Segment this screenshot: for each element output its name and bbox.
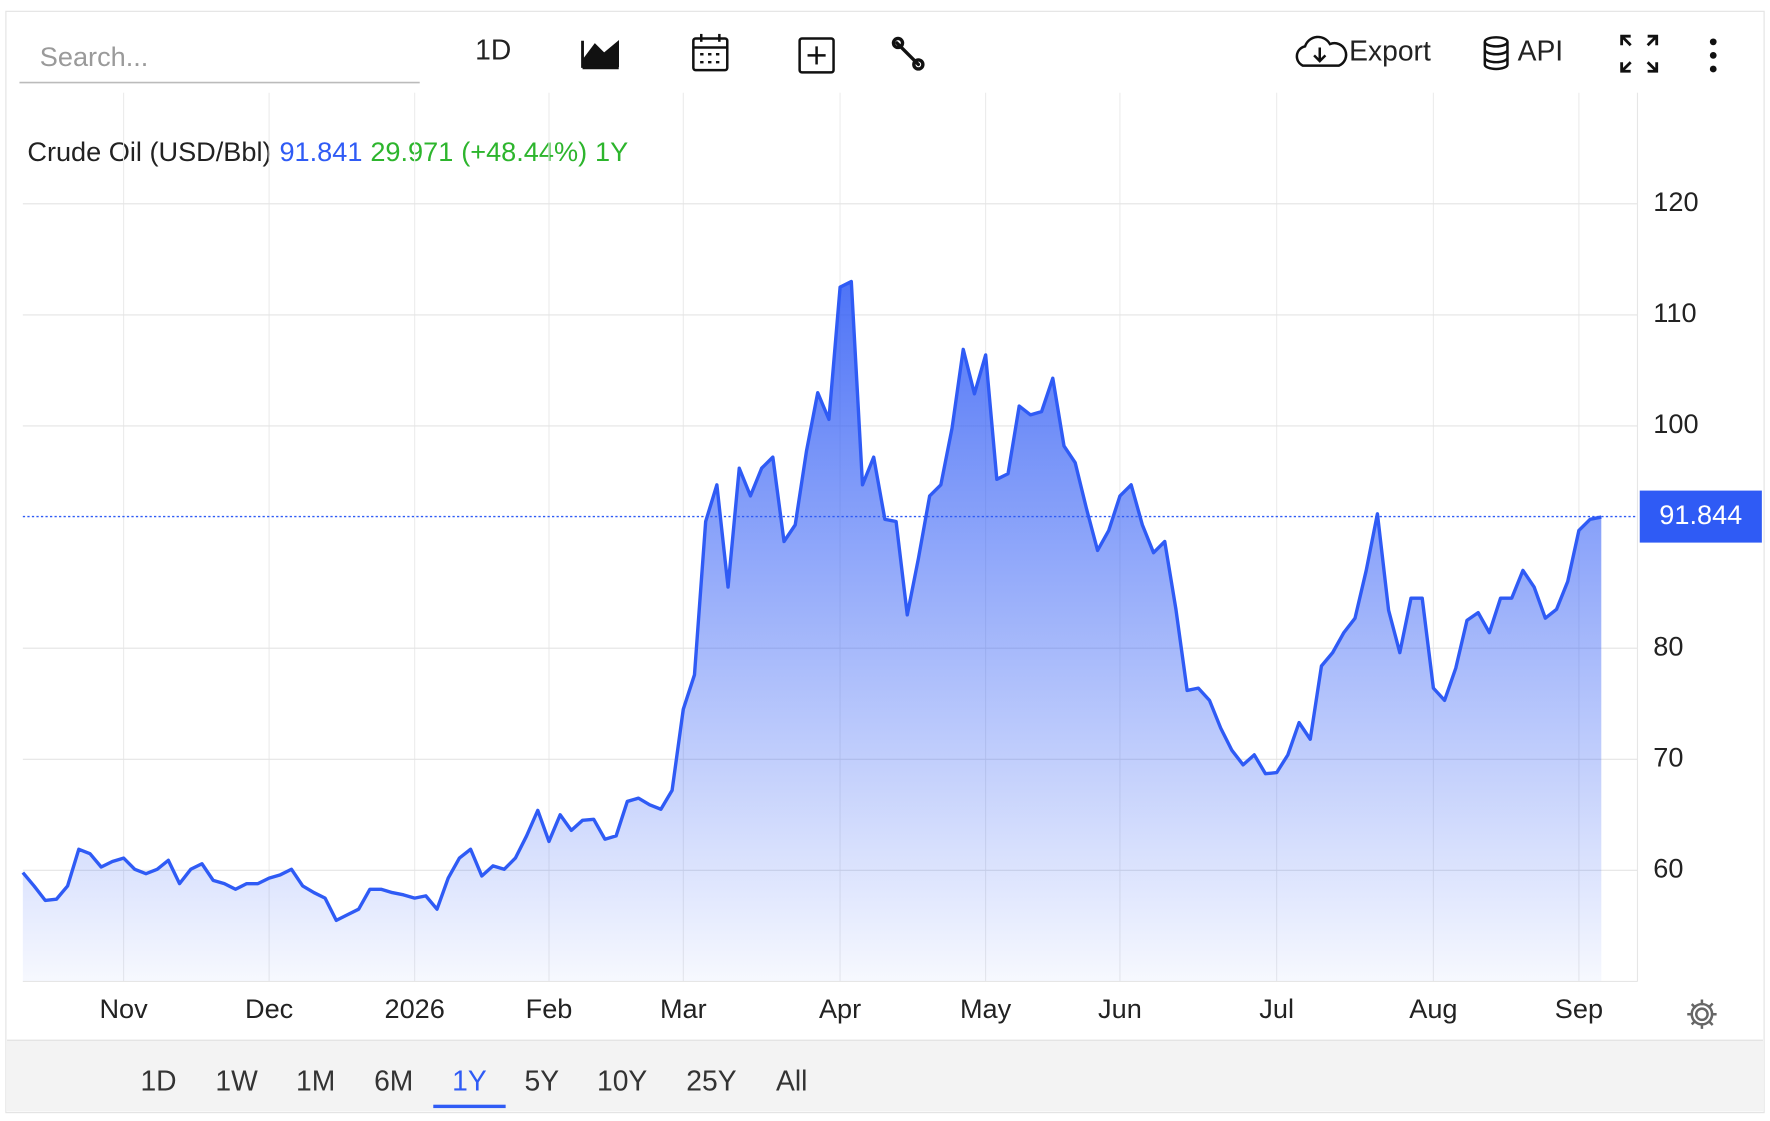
range-bar xyxy=(7,1040,1763,1112)
last-price-label: 91.844 xyxy=(1659,499,1742,530)
settings-icon[interactable] xyxy=(1687,999,1717,1029)
fullscreen-icon[interactable] xyxy=(1620,34,1659,73)
range-button[interactable]: 10Y xyxy=(597,1065,647,1097)
x-tick-label: Jun xyxy=(1098,993,1142,1024)
last-price-box xyxy=(1639,490,1762,543)
x-tick-label: Mar xyxy=(660,993,707,1024)
x-tick-label: Feb xyxy=(526,993,573,1024)
period: 1Y xyxy=(595,136,628,167)
range-button[interactable]: 5Y xyxy=(525,1065,560,1097)
search-placeholder[interactable]: Search... xyxy=(40,41,149,72)
range-button[interactable]: 1D xyxy=(140,1065,176,1097)
chart-header: Crude Oil (USD/Bbl) 91.841 29.971 (+48.44%)… xyxy=(27,136,628,167)
x-tick-label: Jul xyxy=(1259,993,1294,1024)
export-label[interactable]: Export xyxy=(1349,35,1431,67)
range-button[interactable]: 1M xyxy=(296,1065,335,1097)
x-tick-label: Aug xyxy=(1409,993,1457,1024)
range-button[interactable]: 1Y xyxy=(452,1065,487,1097)
y-tick-label: 100 xyxy=(1653,408,1698,439)
api-label[interactable]: API xyxy=(1518,35,1564,67)
x-tick-label: Dec xyxy=(245,993,293,1024)
export-button[interactable]: Export xyxy=(1295,35,1431,67)
chart-type-icon[interactable] xyxy=(581,39,620,70)
menu-icon[interactable] xyxy=(1709,38,1717,73)
chart-title: Crude Oil (USD/Bbl) xyxy=(27,136,271,167)
change-percent: (+48.44%) xyxy=(461,136,587,167)
y-tick-label: 60 xyxy=(1653,853,1683,884)
active-range-underline xyxy=(433,1104,506,1109)
x-tick-label: Apr xyxy=(819,993,861,1024)
calendar-icon[interactable] xyxy=(692,33,729,72)
change: 29.971 xyxy=(370,136,453,167)
compare-icon[interactable] xyxy=(798,37,835,74)
range-button[interactable]: 6M xyxy=(374,1065,413,1097)
search-box[interactable]: Search... xyxy=(19,41,420,84)
range-button[interactable]: 25Y xyxy=(686,1065,736,1097)
range-selector: 1D 1W 1M 6M 1Y 5Y 10Y 25Y All xyxy=(140,1065,807,1109)
range-button[interactable]: 1W xyxy=(215,1065,258,1097)
price-line xyxy=(21,279,1602,923)
y-tick-label: 110 xyxy=(1653,297,1696,328)
tools-icon[interactable] xyxy=(891,36,925,71)
api-button[interactable]: API xyxy=(1483,35,1564,71)
plot-area: Nov Dec 2026 Feb Mar Apr May Jun Jul Aug Sep 60 70 80… xyxy=(21,92,1762,1024)
area-fill xyxy=(22,281,1602,982)
x-tick-label: Nov xyxy=(99,993,148,1024)
x-tick-label: May xyxy=(960,993,1012,1024)
range-button[interactable]: All xyxy=(776,1065,807,1097)
y-tick-label: 120 xyxy=(1653,186,1698,217)
y-tick-label: 70 xyxy=(1653,741,1683,772)
download-arrow xyxy=(1313,47,1327,63)
cloud-icon xyxy=(1295,35,1348,67)
x-tick-label: 2026 xyxy=(384,993,444,1024)
y-tick-label: 80 xyxy=(1653,630,1683,661)
price: 91.841 xyxy=(279,136,362,167)
interval-button[interactable]: 1D xyxy=(475,33,511,65)
database-icon xyxy=(1483,36,1509,71)
x-tick-label: Sep xyxy=(1555,993,1603,1024)
